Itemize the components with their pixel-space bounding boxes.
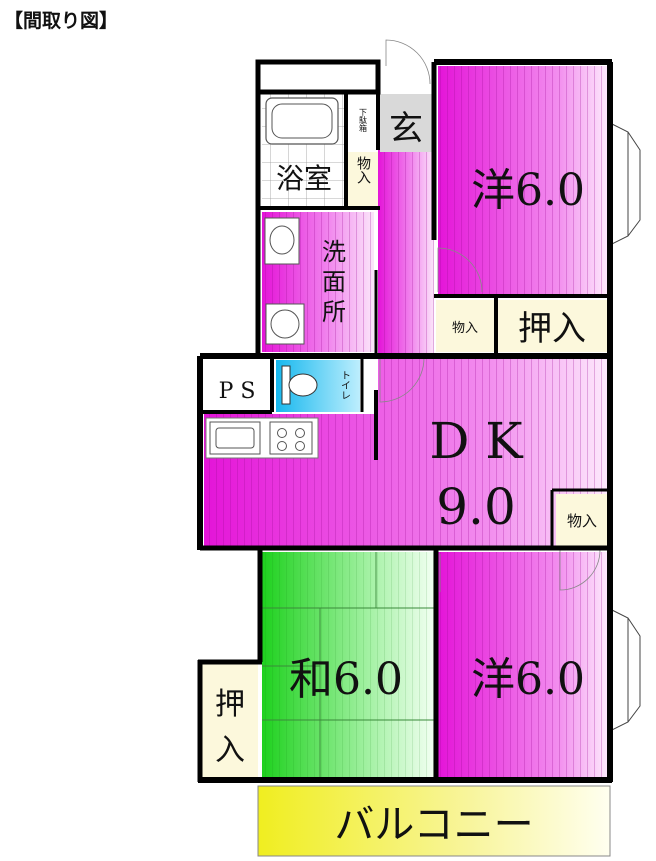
stove-icon [269, 421, 313, 455]
storage-hall-label: 物入 [355, 156, 371, 184]
tatami-lines [262, 552, 434, 778]
shoebox-label: 下駄箱 [359, 108, 368, 133]
oshiire1-label: 押入 [518, 309, 586, 349]
genkan-label: 玄 [389, 109, 423, 149]
door-swings [379, 39, 601, 592]
western2-label: 洋6.0 [471, 654, 585, 705]
storage-dk-label: 物入 [567, 512, 597, 530]
genkan-fill [380, 94, 432, 152]
oshiire2-label-2: 入 [215, 733, 245, 768]
floor-plan-caption: 【間取り図】 [4, 10, 119, 32]
balcony-fill [258, 786, 610, 856]
kitchen-sink-icon [209, 421, 261, 455]
dk-size-label: 9.0 [436, 478, 516, 536]
oshiire1-fill [498, 300, 608, 352]
balcony-label: バルコニー [334, 802, 533, 848]
shoebox-fill [348, 94, 378, 150]
wash-basin-icon [264, 217, 300, 265]
oshiire2-label-1: 押 [215, 687, 245, 722]
toilet-icon [281, 365, 318, 405]
dk-name-label: D K [429, 412, 524, 470]
bath-label: 浴室 [276, 162, 332, 195]
storage-small-label: 物入 [452, 321, 478, 336]
storage-hall-fill [348, 152, 378, 206]
japanese-label: 和6.0 [289, 654, 403, 705]
washroom-label-3: 所 [322, 298, 346, 326]
bay-window-2 [611, 609, 641, 731]
storage-small-fill [436, 300, 494, 352]
toilet-label: トイレ [339, 370, 351, 400]
oshiire2-fill [202, 664, 258, 778]
walls [197, 59, 613, 783]
washroom-label-1: 洗 [322, 238, 346, 266]
storage-dk-fill [556, 494, 608, 546]
washing-machine-icon [265, 303, 305, 345]
washroom-label-2: 面 [322, 268, 346, 296]
ps-fill [204, 360, 270, 410]
bay-window-1 [611, 123, 641, 245]
western1-label: 洋6.0 [471, 165, 585, 216]
ps-label: P S [219, 379, 256, 404]
